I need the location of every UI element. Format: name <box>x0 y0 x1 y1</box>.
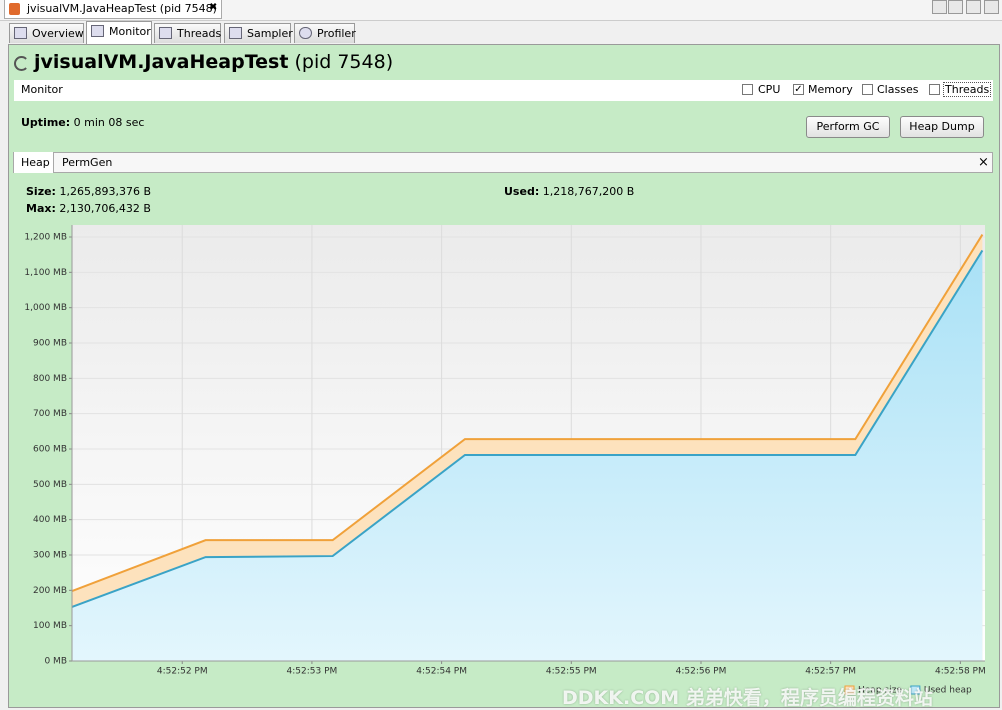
tab[interactable]: Threads <box>154 23 221 43</box>
y-tick-label: 600 MB <box>33 445 67 455</box>
control-button[interactable] <box>966 0 981 14</box>
monitor-bar-label: Monitor <box>21 83 63 96</box>
tab[interactable]: Overview <box>9 23 84 43</box>
java-icon <box>9 3 20 15</box>
x-tick-label: 4:52:54 PM <box>416 667 467 677</box>
watermark: DDKK.COM 弟弟快看，程序员编程资料站 <box>562 687 933 709</box>
spinner-icon <box>14 56 29 71</box>
window-tab-title: jvisualVM.JavaHeapTest (pid 7548) <box>27 2 217 15</box>
window-controls <box>932 0 999 14</box>
y-tick-label: 400 MB <box>33 515 67 525</box>
uptime-label: Uptime: <box>21 116 71 129</box>
stat-value: 1,218,767,200 B <box>542 185 635 198</box>
button[interactable]: Heap Dump <box>900 116 984 138</box>
x-tick-label: 4:52:55 PM <box>546 667 597 677</box>
tab-label: Sampler <box>247 27 293 40</box>
tab-icon <box>229 27 242 39</box>
y-tick-label: 1,000 MB <box>24 303 67 313</box>
stat-label: Max: <box>26 202 56 215</box>
tab-label: Overview <box>32 27 84 40</box>
legend-label: Used heap <box>924 686 972 696</box>
stat-label: Used: <box>504 185 540 198</box>
x-tick-label: 4:52:53 PM <box>287 667 338 677</box>
subtab[interactable]: Heap <box>14 152 54 173</box>
area-line <box>71 249 984 608</box>
button[interactable]: Perform GC <box>806 116 890 138</box>
tab-label: Monitor <box>109 25 151 38</box>
uptime: Uptime: 0 min 08 sec <box>21 116 144 129</box>
subtab[interactable]: PermGen <box>56 152 112 173</box>
subtab-bar <box>13 152 993 173</box>
control-button[interactable] <box>948 0 963 14</box>
stat-value: 2,130,706,432 B <box>59 202 151 215</box>
checkbox-label[interactable]: Threads <box>943 82 992 97</box>
x-tick-label: 4:52:52 PM <box>157 667 208 677</box>
y-tick-label: 800 MB <box>33 374 67 384</box>
checkbox[interactable] <box>929 84 940 95</box>
subtab-label: Heap <box>21 156 50 169</box>
y-tick-label: 700 MB <box>33 409 67 419</box>
y-tick-label: 500 MB <box>33 480 67 490</box>
stat-value: 1,265,893,376 B <box>59 185 151 198</box>
checkbox-label[interactable]: Classes <box>877 83 919 96</box>
y-tick-label: 1,100 MB <box>24 268 67 278</box>
tab[interactable]: Profiler <box>294 23 356 43</box>
area-line <box>71 234 984 592</box>
window-tab[interactable]: jvisualVM.JavaHeapTest (pid 7548) ✖ <box>4 0 222 19</box>
y-tick-label: 0 MB <box>44 657 67 667</box>
subtab-label: PermGen <box>62 156 113 169</box>
tab-label: Threads <box>177 27 222 40</box>
checkbox[interactable]: ✓ <box>793 84 804 95</box>
app-name: jvisualVM.JavaHeapTest <box>34 51 289 73</box>
top-strip <box>0 0 1002 21</box>
y-tick-label: 100 MB <box>33 621 67 631</box>
y-tick-label: 300 MB <box>33 551 67 561</box>
y-tick-label: 1,200 MB <box>24 233 67 243</box>
checkbox-label[interactable]: CPU <box>758 83 781 96</box>
stat-size: Size: 1,265,893,376 B <box>26 185 151 198</box>
legend-swatch <box>910 685 921 695</box>
x-tick-label: 4:52:58 PM <box>935 667 986 677</box>
header-title: jvisualVM.JavaHeapTest (pid 7548) <box>34 51 393 73</box>
stat-label: Size: <box>26 185 56 198</box>
pid: (pid 7548) <box>294 51 394 73</box>
y-tick-label: 900 MB <box>33 339 67 349</box>
y-tick-label: 200 MB <box>33 586 67 596</box>
checkbox[interactable] <box>742 84 753 95</box>
close-icon[interactable]: ✖ <box>209 2 218 13</box>
checkbox-label[interactable]: Memory <box>808 83 853 96</box>
checkbox[interactable] <box>862 84 873 95</box>
legend-label: Heap size <box>858 686 902 696</box>
tab-icon <box>91 25 104 37</box>
tab-icon <box>159 27 172 39</box>
stat-used: Used: 1,218,767,200 B <box>504 185 634 198</box>
legend-swatch <box>844 685 855 695</box>
uptime-value: 0 min 08 sec <box>73 116 145 129</box>
x-tick-label: 4:52:57 PM <box>805 667 856 677</box>
x-tick-label: 4:52:56 PM <box>676 667 727 677</box>
control-button[interactable] <box>984 0 999 14</box>
tab[interactable]: Sampler <box>224 23 293 43</box>
tab-icon <box>14 27 27 39</box>
tab[interactable]: Monitor <box>86 21 152 44</box>
stat-max: Max: 2,130,706,432 B <box>26 202 151 215</box>
control-button[interactable] <box>932 0 947 14</box>
tab-icon <box>299 27 312 39</box>
tab-label: Profiler <box>317 27 356 40</box>
close-button[interactable]: × <box>978 155 989 170</box>
